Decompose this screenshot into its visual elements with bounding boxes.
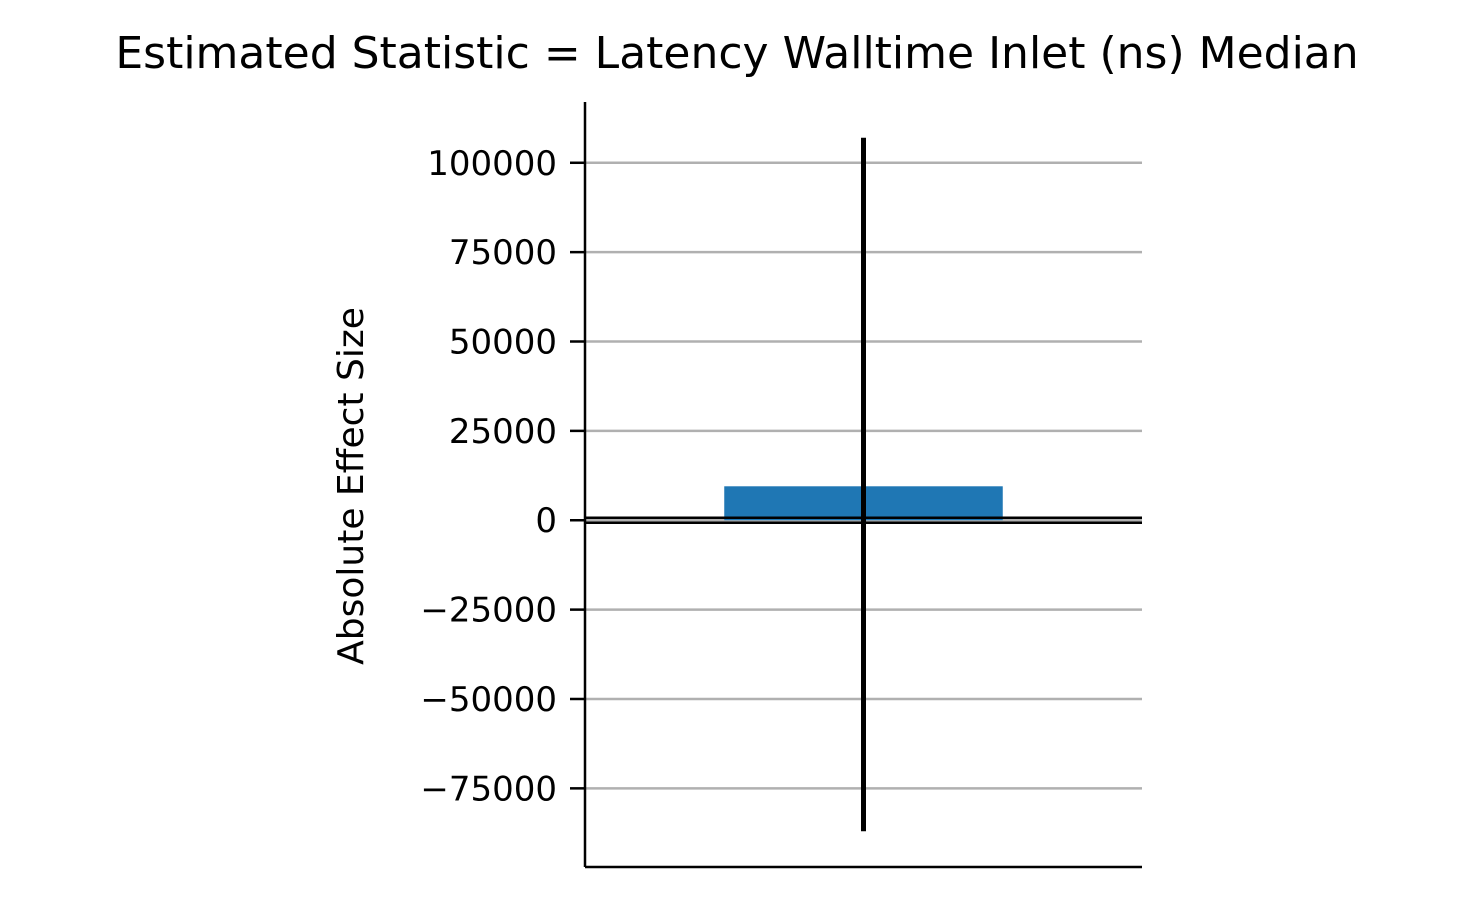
y-tick-label: 75000 — [449, 233, 557, 273]
chart-title: Estimated Statistic = Latency Walltime I… — [115, 28, 1358, 79]
y-ticks: 100000 75000 50000 25000 0 −25000 −50000 −75000 — [420, 144, 585, 809]
y-tick-label: 0 — [535, 501, 557, 541]
y-tick-label: −25000 — [420, 591, 557, 631]
y-tick-label: 25000 — [449, 412, 557, 452]
y-tick-label: −50000 — [420, 680, 557, 720]
y-tick-label: 100000 — [427, 144, 557, 184]
y-axis-label: Absolute Effect Size — [331, 307, 372, 665]
y-tick-label: −75000 — [420, 769, 557, 809]
axes — [583, 102, 1142, 869]
y-tick-label: 50000 — [449, 323, 557, 363]
